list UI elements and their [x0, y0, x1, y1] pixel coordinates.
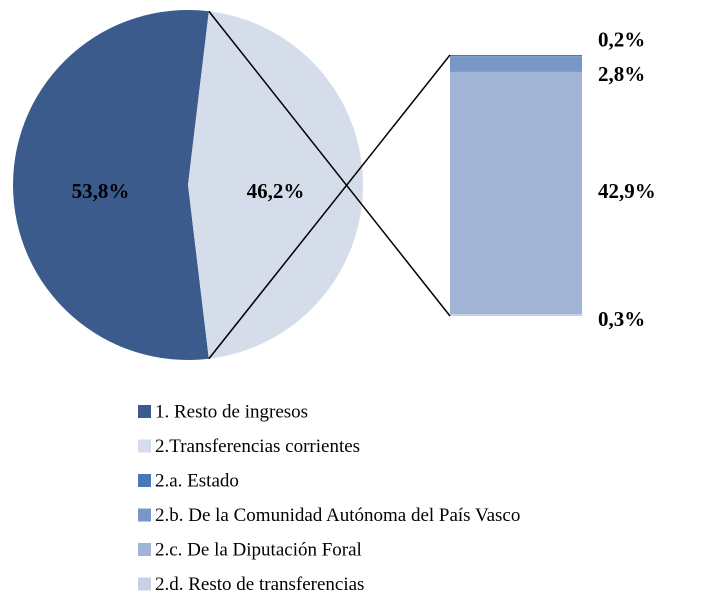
bar-label: 0,2%: [598, 27, 645, 51]
legend-swatch: [138, 439, 151, 453]
legend-label: 1. Resto de ingresos: [155, 401, 308, 422]
pie-label: 53,8%: [72, 179, 130, 203]
legend-label: 2.d. Resto de transferencias: [155, 574, 364, 595]
legend-label: 2.b. De la Comunidad Autónoma del País V…: [155, 505, 520, 526]
connector: [208, 54, 451, 360]
legend-label: 2.c. De la Diputación Foral: [155, 539, 362, 560]
bar-segment: [450, 56, 582, 72]
bar-segment: [450, 314, 582, 316]
bar-label: 0,3%: [598, 307, 645, 331]
legend-swatch: [138, 577, 151, 591]
legend-label: 2.a. Estado: [155, 470, 239, 491]
pie-slice: [188, 11, 363, 359]
legend-label: 2.Transferencias corrientes: [155, 436, 360, 457]
pie-slice: [13, 9, 209, 360]
connector: [208, 10, 451, 317]
bar-segment: [450, 71, 582, 315]
bar-label: 42,9%: [598, 179, 656, 203]
legend-swatch: [138, 474, 151, 487]
legend-swatch: [138, 543, 151, 556]
pie-label: 46,2%: [247, 179, 305, 203]
bar-label: 2,8%: [598, 62, 645, 86]
bar-segment: [450, 55, 582, 57]
legend-swatch: [138, 508, 151, 522]
legend-swatch: [138, 405, 151, 418]
